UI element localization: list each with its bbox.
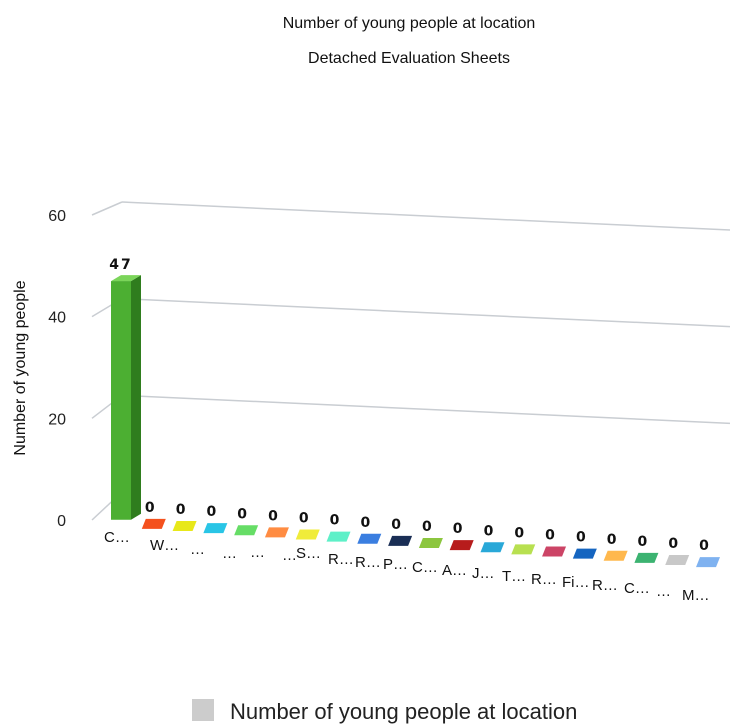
bar-top	[111, 275, 141, 282]
category-label: …	[282, 547, 297, 564]
bar-side	[131, 275, 141, 520]
bar[interactable]	[326, 531, 351, 542]
y-tick-label: 60	[48, 208, 66, 225]
category-label: …	[250, 544, 265, 561]
category-label: J…	[472, 565, 495, 582]
bar[interactable]	[111, 281, 131, 520]
bar[interactable]	[141, 518, 166, 529]
value-label: 0	[607, 532, 617, 548]
value-label: 0	[422, 519, 432, 535]
value-label: 0	[206, 504, 216, 520]
gridline	[121, 297, 730, 328]
value-label: 0	[268, 508, 278, 524]
value-label: 0	[638, 534, 648, 550]
bar[interactable]	[572, 548, 597, 559]
gridline-connector	[91, 201, 123, 216]
value-label: 0	[176, 502, 186, 518]
category-label: S…	[296, 545, 321, 562]
bar[interactable]	[511, 544, 536, 555]
category-label: P…	[383, 556, 408, 573]
y-axis-title: Number of young people	[12, 280, 29, 455]
category-label: C…	[624, 580, 650, 597]
bar[interactable]	[603, 550, 628, 561]
bars	[111, 275, 720, 568]
value-label: 0	[237, 506, 247, 522]
gridlines	[91, 201, 730, 521]
value-label: 0	[330, 513, 340, 529]
chart-subtitle: Detached Evaluation Sheets	[308, 50, 510, 67]
y-tick-label: 0	[57, 513, 66, 530]
value-label: 0	[145, 500, 155, 516]
legend-swatch	[192, 699, 214, 721]
chart-title: Number of young people at location	[283, 15, 536, 32]
category-label: R…	[592, 577, 618, 594]
category-label: R…	[355, 554, 381, 571]
bar[interactable]	[665, 554, 690, 565]
value-label: 0	[514, 525, 524, 541]
value-label: 0	[391, 517, 401, 533]
bar[interactable]	[203, 523, 228, 534]
category-label: T…	[502, 568, 526, 585]
value-label: 0	[360, 515, 370, 531]
category-label: …	[222, 545, 237, 562]
value-label: 0	[299, 511, 309, 527]
category-labels: C… W…………… S… R… R… P… C… A… J… T… R… Fi… R… C…… M…	[104, 529, 710, 604]
y-tick-label: 20	[48, 411, 66, 428]
category-label: A…	[442, 562, 467, 579]
bar[interactable]	[696, 557, 720, 568]
bar[interactable]	[542, 546, 567, 557]
bar[interactable]	[357, 533, 382, 544]
value-label: 0	[668, 536, 678, 552]
category-label: C…	[412, 559, 438, 576]
bar[interactable]	[295, 529, 320, 540]
bar[interactable]	[480, 542, 505, 553]
value-labels: 47 0 0 0 0 0 0 0 0 0 0 0 0 0 0 0 0 0 0 0	[109, 257, 709, 554]
y-axis-ticks: 0 20 40 60	[48, 208, 66, 530]
bar[interactable]	[264, 527, 289, 538]
bar[interactable]	[388, 535, 413, 546]
legend-label: Number of young people at location	[230, 699, 577, 724]
category-label: …	[656, 583, 671, 600]
value-label: 0	[576, 530, 586, 546]
bar[interactable]	[449, 540, 474, 551]
gridline	[121, 201, 730, 231]
gridline	[121, 394, 730, 425]
bar[interactable]	[234, 525, 259, 536]
category-label: Fi…	[562, 574, 590, 591]
y-tick-label: 40	[48, 310, 66, 327]
bar[interactable]	[634, 552, 659, 563]
category-label: …	[190, 541, 205, 558]
legend[interactable]: Number of young people at location	[192, 699, 577, 724]
value-label: 0	[699, 538, 709, 554]
value-label: 0	[453, 521, 463, 537]
category-label: R…	[531, 571, 557, 588]
category-label: R…	[328, 551, 354, 568]
category-label: M…	[682, 587, 710, 604]
value-label: 47	[109, 257, 132, 273]
bar[interactable]	[172, 521, 197, 532]
bar[interactable]	[418, 538, 443, 549]
value-label: 0	[484, 523, 494, 539]
value-label: 0	[545, 528, 555, 544]
category-label: C…	[104, 529, 130, 546]
category-label: W…	[150, 537, 179, 554]
